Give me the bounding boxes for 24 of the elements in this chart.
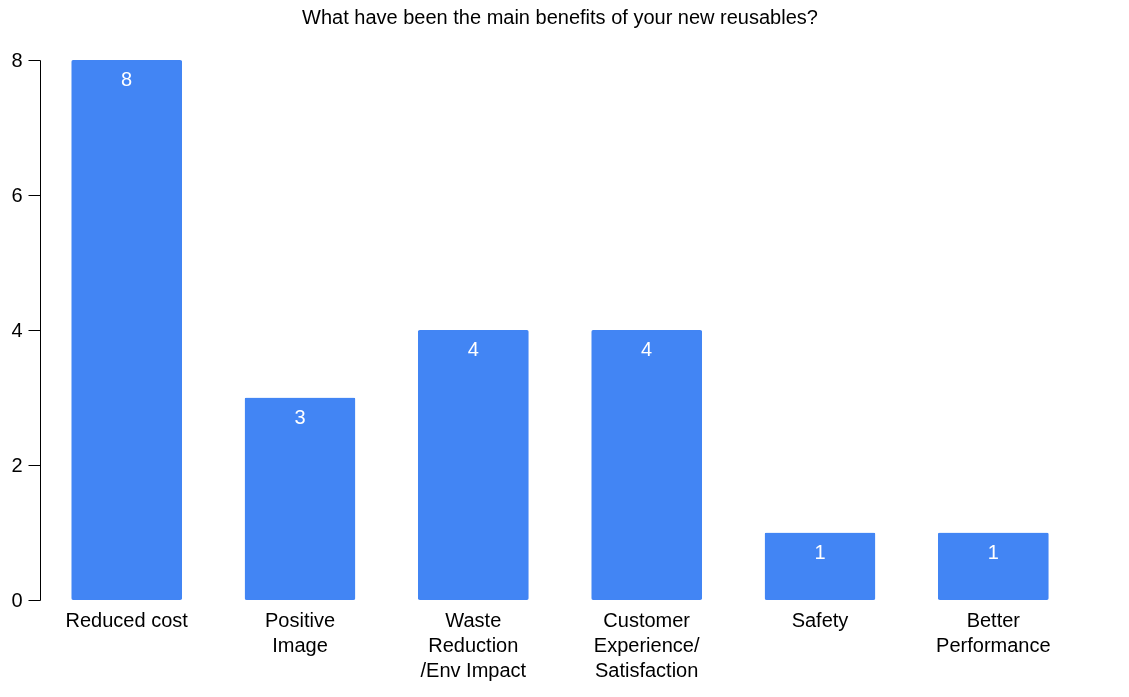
bar xyxy=(764,532,876,600)
y-tick-label: 0 xyxy=(11,588,23,611)
bar xyxy=(591,330,703,600)
y-tick-label: 2 xyxy=(11,453,23,476)
bar xyxy=(417,330,529,600)
x-tick-label: Positive Image xyxy=(264,608,336,656)
data-label: 8 xyxy=(121,68,133,90)
x-tick-label: Reduced cost xyxy=(65,608,189,631)
data-label: 3 xyxy=(294,405,306,428)
y-tick-label: 4 xyxy=(11,318,23,341)
bar xyxy=(71,60,183,600)
chart-title: What have been the main benefits of your new reusables? xyxy=(302,6,818,28)
x-tick-label: Customer Experience/ Satisfaction xyxy=(593,608,700,681)
data-label: 4 xyxy=(641,338,653,360)
x-tick-label: Waste Reduction /Env Impact xyxy=(420,608,527,681)
bar xyxy=(244,397,356,600)
x-tick-label: Better Performance xyxy=(936,608,1051,656)
data-label: 4 xyxy=(467,338,479,360)
data-label: 1 xyxy=(814,540,826,563)
bar xyxy=(937,532,1049,600)
y-tick-label: 8 xyxy=(11,48,23,71)
x-tick-label: Safety xyxy=(791,608,849,631)
y-tick-label: 6 xyxy=(11,183,23,206)
data-label: 1 xyxy=(987,540,999,563)
